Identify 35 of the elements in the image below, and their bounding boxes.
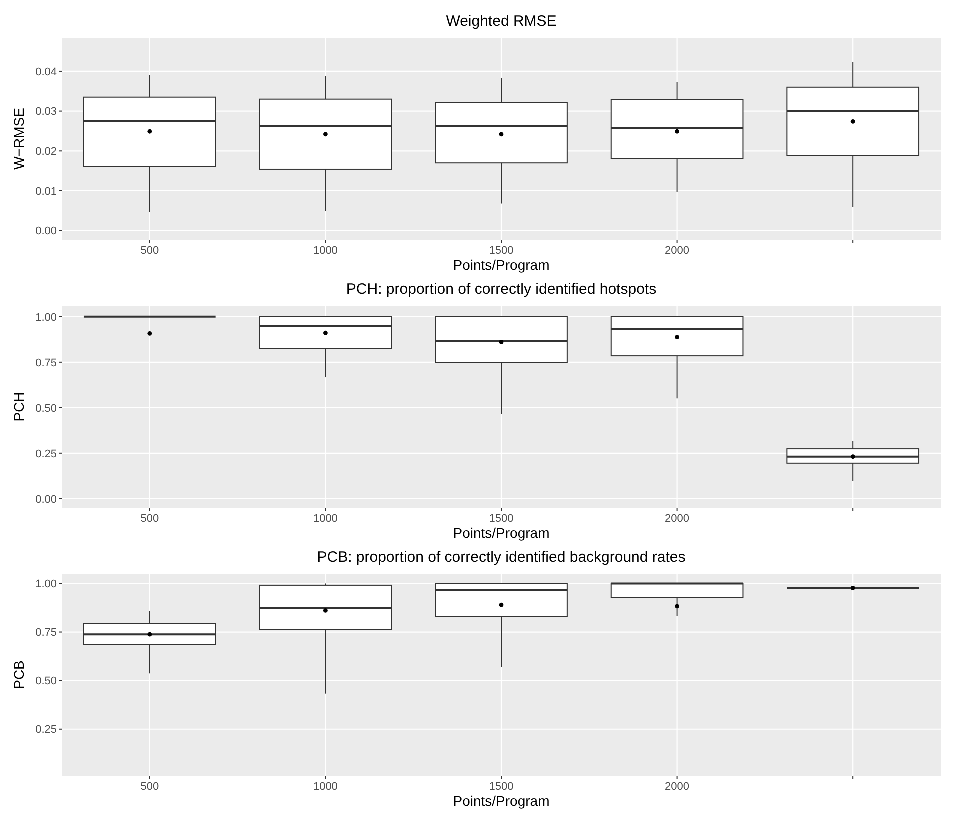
x-tick-label: 1500 xyxy=(489,781,514,793)
y-tick-label: 0.01 xyxy=(36,186,57,198)
x-tick-label: 500 xyxy=(140,513,160,525)
x-axis-title: Points/Program xyxy=(453,257,550,273)
x-tick-label: 1000 xyxy=(313,245,338,257)
y-tick-label: 0.25 xyxy=(36,724,57,736)
y-axis-title: PCB xyxy=(11,660,27,690)
chart-title: Weighted RMSE xyxy=(446,13,557,30)
y-tick-label: 0.50 xyxy=(36,402,57,415)
x-axis-title: Points/Program xyxy=(453,793,550,809)
x-tick-label: 2000 xyxy=(665,513,690,525)
y-tick-label: 0.25 xyxy=(36,448,57,460)
y-tick-label: 0.50 xyxy=(36,676,57,688)
x-tick-label: 1500 xyxy=(489,245,514,257)
y-tick-label: 0.00 xyxy=(36,494,57,506)
y-tick-label: 1.00 xyxy=(36,312,57,324)
x-tick-label: 1500 xyxy=(489,513,514,525)
y-tick-label: 0.75 xyxy=(36,627,57,640)
x-tick-label: 2000 xyxy=(665,245,690,257)
y-axis-title: PCH xyxy=(11,392,27,422)
x-tick-label: 1000 xyxy=(313,513,338,525)
chart-title: PCB: proportion of correctly identified background rates xyxy=(317,549,686,566)
x-tick-label: 500 xyxy=(140,245,160,257)
chart-title: PCH: proportion of correctly identified hotspots xyxy=(346,281,657,298)
y-tick-label: 0.03 xyxy=(36,106,57,118)
x-tick-label: 2000 xyxy=(665,781,690,793)
y-tick-label: 0.04 xyxy=(36,66,57,78)
y-tick-label: 0.02 xyxy=(36,146,57,158)
x-tick-label: 500 xyxy=(140,781,160,793)
y-tick-label: 0.75 xyxy=(36,357,57,370)
x-tick-label: 1000 xyxy=(313,781,338,793)
y-axis-title: W−RMSE xyxy=(11,108,27,170)
y-tick-label: 0.00 xyxy=(36,226,57,238)
x-axis-title: Points/Program xyxy=(453,525,550,541)
y-tick-label: 1.00 xyxy=(36,578,57,591)
